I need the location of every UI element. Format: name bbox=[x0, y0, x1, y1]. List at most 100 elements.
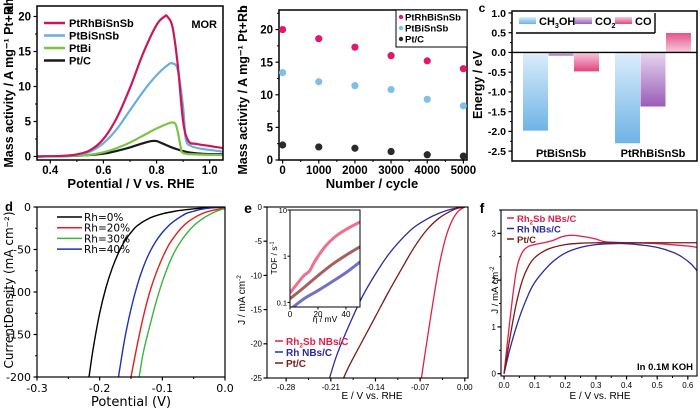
text-span: Sb NBs/C bbox=[533, 214, 576, 225]
x-axis-label: Potential (V) bbox=[91, 395, 171, 410]
data-point-ptrhbisnsb bbox=[315, 35, 323, 43]
x-tick-label: 5000 bbox=[451, 165, 477, 177]
legend-label: PtBiSnSb bbox=[405, 24, 448, 35]
x-tick-label: 0.5 bbox=[652, 381, 664, 390]
text-span: OH bbox=[559, 16, 576, 28]
y-tick-label: 0 bbox=[267, 155, 273, 167]
y-axis-label: J / mA cm-2 bbox=[236, 275, 248, 325]
text-span: CO bbox=[635, 16, 652, 28]
data-point-ptrhbisnsb bbox=[423, 57, 431, 65]
superscript: -2 bbox=[236, 275, 243, 281]
data-point-ptrhbisnsb bbox=[459, 65, 467, 73]
x-tick-label: -0.21 bbox=[322, 383, 341, 392]
x-axis-label: Number / cycle bbox=[326, 176, 419, 191]
legend-label: PtBiSnSb bbox=[69, 31, 119, 43]
y-axis-label: Mass activity / A mg⁻¹ Pt+Rh bbox=[236, 5, 250, 174]
panel-f-hor-polarization: 0.0 0.1 0.2 0.3 0.4 0.5 0.6 0 1 2 3 E / V vs. RHE J … bbox=[480, 200, 698, 402]
legend-label: PtRhBiSnSb bbox=[69, 18, 134, 30]
series-line-rh-nbs-c bbox=[503, 242, 697, 374]
text-span: Rh bbox=[517, 214, 530, 225]
legend-label: CH3OH bbox=[539, 16, 575, 30]
data-point-ptbisnsb bbox=[279, 69, 287, 77]
panel-b-stability-scatter: 0 1000 2000 3000 4000 5000 0 5 10 15 20 Number / cy… bbox=[236, 5, 476, 191]
legend-label: Pt/C bbox=[286, 359, 306, 370]
legend-label: Rh NBs/C bbox=[286, 348, 332, 359]
y-tick-label: -100 bbox=[6, 286, 31, 299]
inset-x-tick-label: 40 bbox=[342, 310, 351, 319]
plot-frame bbox=[266, 206, 469, 379]
legend-label: Rh=30% bbox=[84, 233, 130, 245]
series-line-rh-30- bbox=[138, 208, 225, 377]
x-tick-label: 0.6 bbox=[95, 165, 111, 177]
series-line-rh2sb-nbs-c bbox=[503, 234, 697, 374]
x-tick-label: 0.1 bbox=[529, 381, 541, 390]
y-axis-label: Mass activity / A mg⁻¹ Pt+Rh bbox=[2, 0, 16, 168]
panel-c-adsorption-energy-bars: PtBiSnSb PtRhBiSnSb 1.0 0.5 0.0 -0.5 -1.0 -1.5 -… bbox=[471, 1, 698, 162]
bar-co-ptrhbisnsb bbox=[666, 30, 691, 53]
y-tick-label: -200 bbox=[6, 371, 31, 384]
x-tick-label: -0.3 bbox=[26, 382, 47, 395]
y-tick-label: 0 bbox=[25, 152, 31, 164]
data-point-pt-c bbox=[459, 152, 467, 160]
x-tick-label: -0.14 bbox=[366, 383, 385, 392]
text-span: Sb NBs/C bbox=[303, 337, 349, 348]
x-tick-label: 0.6 bbox=[682, 381, 694, 390]
inset-background bbox=[290, 210, 360, 307]
text-span: Rh NBs/C bbox=[517, 225, 561, 236]
legend-swatch bbox=[519, 17, 536, 24]
x-axis-label: Potential / V vs. RHE bbox=[67, 176, 194, 191]
series-line-rh-0- bbox=[88, 207, 225, 377]
legend-label: CO2 bbox=[595, 16, 616, 30]
inset-y-tick-label: 10 bbox=[279, 206, 287, 215]
data-point-pt-c bbox=[423, 151, 431, 159]
panel-label-d: d bbox=[5, 199, 13, 214]
x-tick-label: 0.0 bbox=[216, 382, 234, 395]
legend-marker bbox=[398, 14, 404, 20]
text-span: J / mA cm bbox=[490, 272, 501, 314]
x-tick-label: 4000 bbox=[414, 165, 440, 177]
subscript: 3 bbox=[555, 22, 559, 30]
legend-label: Rh2Sb NBs/C bbox=[286, 337, 349, 350]
legend-label: Rh=0% bbox=[84, 212, 123, 224]
y-tick-label: 10 bbox=[260, 90, 273, 102]
text-span: J / mA cm bbox=[237, 281, 248, 325]
series-line-rh-40- bbox=[117, 207, 225, 377]
text-span: CH bbox=[539, 16, 555, 28]
inset-x-axis-label: η / mV bbox=[313, 314, 338, 324]
series-line-ptbi bbox=[37, 121, 223, 158]
data-point-ptbisnsb bbox=[423, 95, 431, 103]
series-line-ptrhbisnsb bbox=[37, 14, 223, 158]
category-label: PtBiSnSb bbox=[536, 148, 586, 160]
legend-label: Rh2Sb NBs/C bbox=[517, 214, 577, 226]
y-tick-label: 0.5 bbox=[491, 27, 506, 39]
data-point-ptrhbisnsb bbox=[279, 25, 287, 34]
y-tick-label: -2.5 bbox=[488, 146, 506, 158]
text-span: CO bbox=[595, 16, 612, 28]
series-line-rh-nbs-c bbox=[328, 207, 465, 378]
subscript: 2 bbox=[299, 343, 303, 350]
y-tick-label: 5 bbox=[25, 117, 32, 129]
y-tick-label: -25 bbox=[250, 374, 262, 383]
panel-a-mor-mass-activity: 0.4 0.6 0.8 1.0 0 5 10 15 20 Potential / V vs. RH… bbox=[2, 0, 224, 191]
legend-label: Rh=20% bbox=[84, 223, 130, 235]
inset-series-rh-nbs-c bbox=[290, 260, 360, 307]
superscript: -2 bbox=[489, 266, 496, 272]
y-tick-label: -0.5 bbox=[488, 67, 506, 79]
y-axis-label: J / mA cm-2 bbox=[489, 266, 501, 314]
panel-d-her-polarization: -0.3 -0.2 -0.1 0.0 0 -50 -100 -150 -200 Potential… bbox=[2, 199, 234, 410]
inset-y-axis-label: TOF / s-1 bbox=[269, 241, 279, 274]
data-point-ptbisnsb bbox=[459, 102, 467, 110]
data-point-pt-c bbox=[351, 144, 359, 152]
data-point-ptrhbisnsb bbox=[387, 52, 395, 60]
data-point-ptbisnsb bbox=[351, 82, 359, 90]
data-point-ptbisnsb bbox=[315, 78, 323, 86]
y-tick-label: 0 bbox=[258, 203, 263, 212]
legend-box bbox=[395, 9, 468, 48]
y-tick-label: 15 bbox=[18, 47, 31, 59]
inset-frame bbox=[289, 209, 361, 308]
series-line-pt-c bbox=[342, 207, 465, 378]
y-axis-label: CurrentDensity (mA cm⁻²) bbox=[2, 211, 16, 368]
data-point-ptrhbisnsb bbox=[351, 43, 359, 51]
annotation-electrolyte: In 0.1M KOH bbox=[637, 362, 693, 373]
